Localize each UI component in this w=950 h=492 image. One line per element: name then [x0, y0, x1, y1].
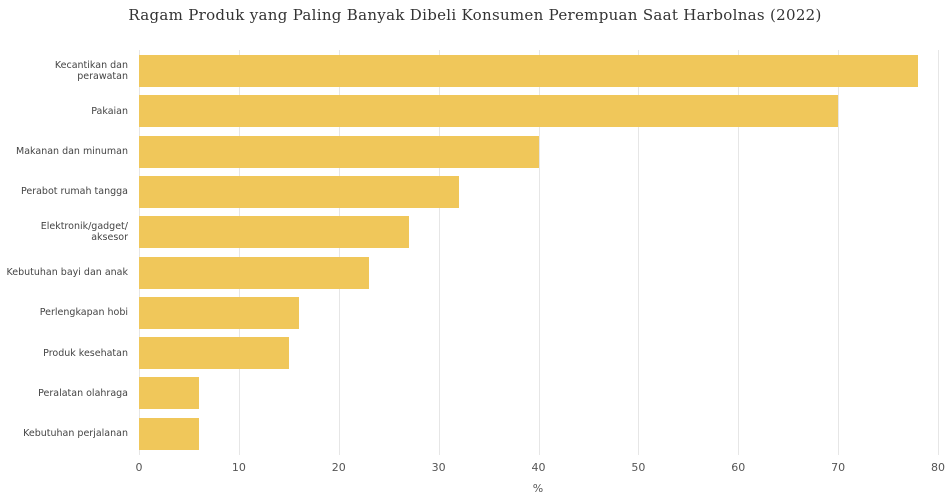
x-tick-label: 10 — [231, 461, 246, 474]
bar — [139, 216, 409, 249]
grid-line — [238, 50, 240, 455]
bar — [139, 135, 539, 168]
x-axis-label: % — [532, 482, 544, 492]
y-tick-label: Kebutuhan bayi dan anak — [6, 267, 128, 278]
bar — [139, 256, 369, 289]
bar — [139, 296, 299, 329]
x-tick-label: 50 — [631, 461, 646, 474]
y-tick-label: Perabot rumah tangga — [20, 186, 128, 198]
x-tick-label: 0 — [135, 461, 143, 474]
x-tick-label: 60 — [731, 461, 746, 474]
grid-line — [838, 50, 840, 455]
y-tick-label: Kebutuhan perjalanan — [23, 428, 128, 440]
grid-line — [338, 50, 340, 455]
x-tick-label: 20 — [331, 461, 346, 474]
grid-line — [538, 50, 540, 455]
grid-line — [938, 50, 939, 455]
bar — [139, 377, 199, 410]
y-tick-label: Peralatan olahraga — [38, 387, 128, 399]
y-tick-label: Elektronik/gadget/ aksesor — [40, 221, 128, 244]
y-tick-label: Produk kesehatan — [43, 347, 128, 359]
y-tick-label: Kecantikan dan perawatan — [54, 60, 128, 82]
bar — [139, 417, 199, 450]
x-tick-label: 40 — [531, 461, 546, 474]
grid-line — [638, 50, 640, 455]
bar — [139, 175, 459, 208]
grid-line — [139, 50, 140, 455]
y-tick-label: Makanan dan minuman — [16, 146, 128, 158]
y-tick-label: Perlengkapan hobi — [39, 307, 128, 319]
x-tick-label: 30 — [431, 461, 446, 474]
chart-title: Ragam Produk yang Paling Banyak Dibeli K… — [128, 6, 822, 24]
y-tick-label: Pakaian — [91, 105, 128, 117]
x-tick-label: 80 — [931, 461, 945, 474]
grid-line — [438, 50, 440, 455]
grid-line — [738, 50, 740, 455]
bar — [139, 95, 839, 128]
bar — [139, 55, 919, 87]
bar — [139, 337, 289, 370]
x-tick-label: 70 — [831, 461, 846, 474]
